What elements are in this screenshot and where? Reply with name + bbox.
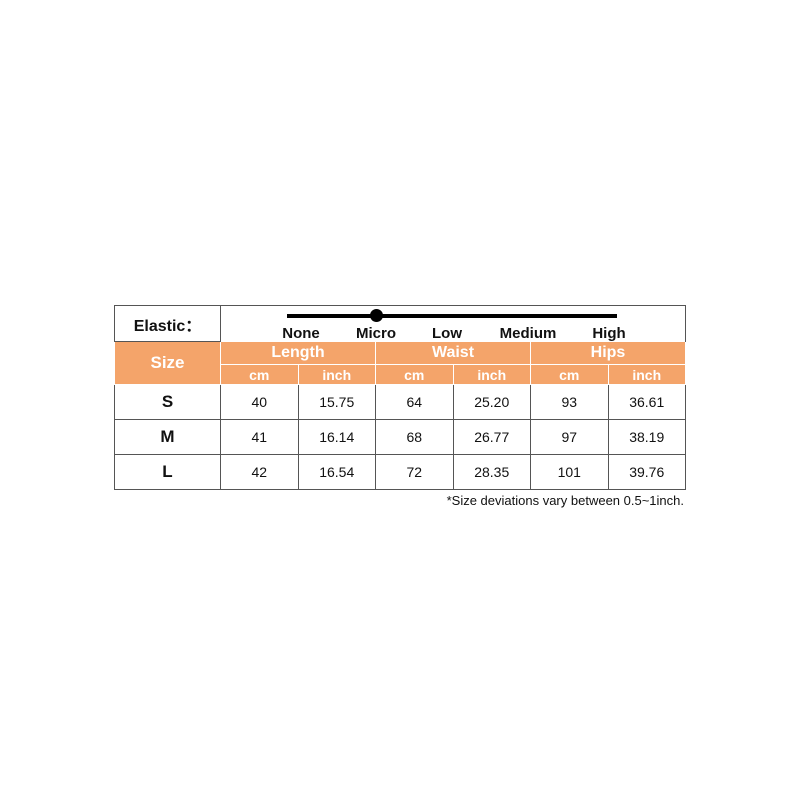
size-cell: L: [114, 454, 221, 490]
unit-header: cm: [220, 364, 299, 385]
value-cell: 93: [530, 384, 609, 420]
value-cell: 101: [530, 454, 609, 490]
unit-header: inch: [452, 364, 531, 385]
elastic-level-micro: Micro: [355, 325, 397, 342]
elastic-scale: None Micro Low Medium High: [220, 305, 686, 342]
unit-header: inch: [297, 364, 376, 385]
value-cell: 15.75: [297, 384, 376, 420]
waist-header: Waist: [375, 341, 531, 365]
size-note: *Size deviations vary between 0.5~1inch.: [446, 493, 684, 508]
length-header: Length: [220, 341, 376, 365]
elastic-knob: [370, 309, 383, 322]
hips-header: Hips: [530, 341, 686, 365]
value-cell: 64: [375, 384, 454, 420]
size-cell: M: [114, 419, 221, 455]
value-cell: 39.76: [607, 454, 686, 490]
value-cell: 26.77: [452, 419, 531, 455]
value-cell: 28.35: [452, 454, 531, 490]
value-cell: 42: [220, 454, 299, 490]
value-cell: 16.14: [297, 419, 376, 455]
value-cell: 72: [375, 454, 454, 490]
value-cell: 97: [530, 419, 609, 455]
table-row: M 41 16.14 68 26.77 97 38.19: [114, 419, 686, 455]
value-cell: 40: [220, 384, 299, 420]
value-cell: 25.20: [452, 384, 531, 420]
table-row: S 40 15.75 64 25.20 93 36.61: [114, 384, 686, 420]
elastic-label: Elastic：: [114, 305, 221, 342]
size-cell: S: [114, 384, 221, 420]
value-cell: 68: [375, 419, 454, 455]
unit-header: inch: [607, 364, 686, 385]
elastic-level-none: None: [282, 325, 320, 342]
elastic-level-high: High: [592, 325, 626, 342]
value-cell: 16.54: [297, 454, 376, 490]
unit-header: cm: [375, 364, 454, 385]
elastic-track: [287, 314, 617, 318]
elastic-level-low: Low: [432, 325, 462, 342]
value-cell: 41: [220, 419, 299, 455]
value-cell: 36.61: [607, 384, 686, 420]
table-row: L 42 16.54 72 28.35 101 39.76: [114, 454, 686, 490]
unit-header: cm: [530, 364, 609, 385]
value-cell: 38.19: [607, 419, 686, 455]
size-chart-table: Elastic： None Micro Low Medium High Size Len…: [114, 305, 686, 490]
size-header: Size: [114, 341, 221, 385]
elastic-level-medium: Medium: [499, 325, 557, 342]
